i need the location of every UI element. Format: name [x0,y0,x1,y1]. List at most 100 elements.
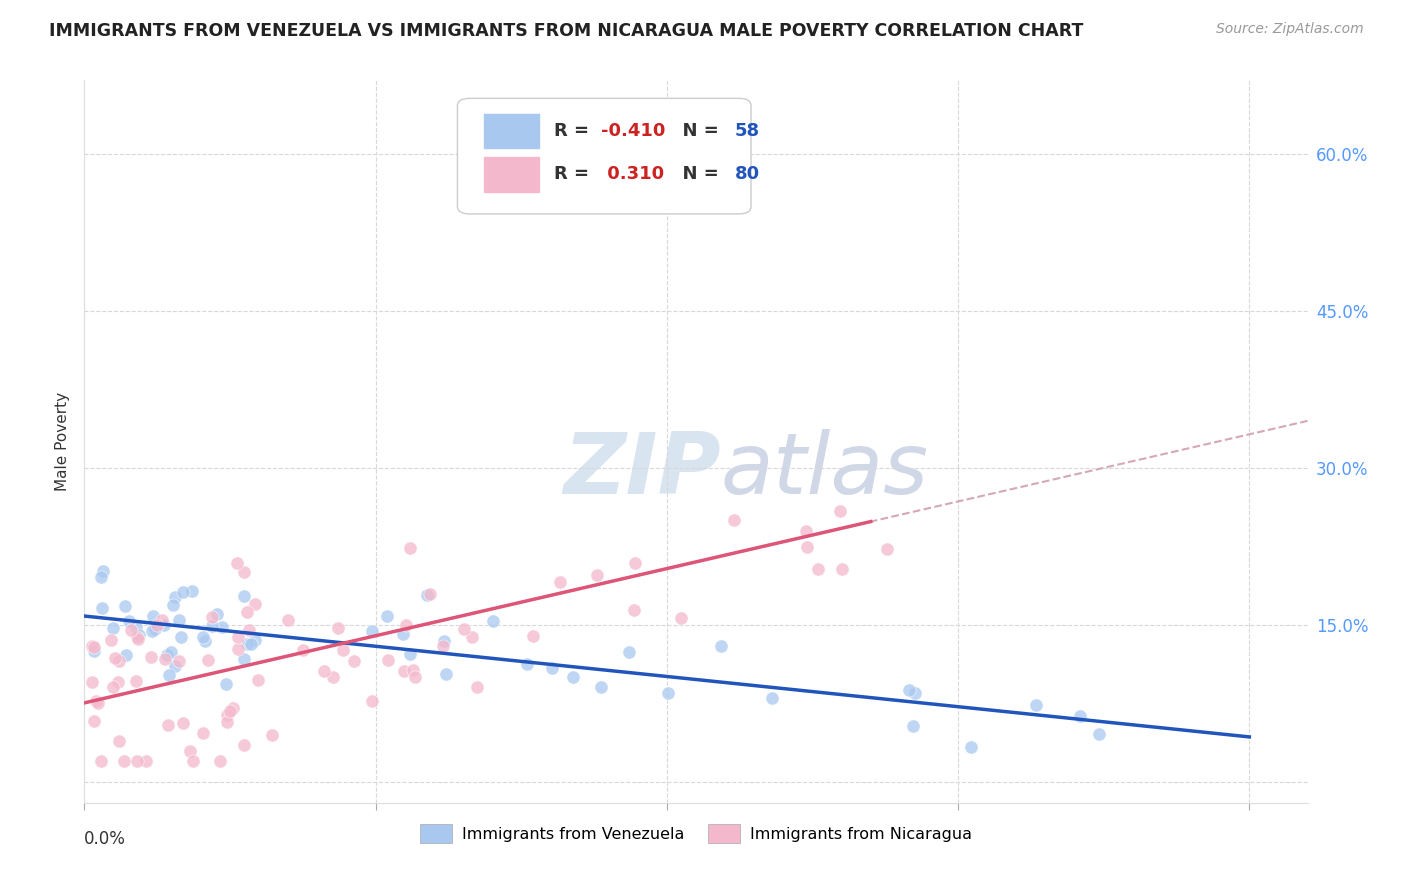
Point [142,608,165,623]
Point [375,609,398,624]
Point [226,641,249,656]
Text: 0.310: 0.310 [600,165,664,183]
Y-axis label: Male Poverty: Male Poverty [55,392,70,491]
Point [80,675,103,690]
Text: Source: ZipAtlas.com: Source: ZipAtlas.com [1216,22,1364,37]
Point [623,602,645,616]
Point [87,696,110,710]
Point [205,607,228,621]
Text: 80: 80 [735,165,761,183]
Text: N =: N = [671,165,725,183]
Point [180,584,202,599]
Text: 0.0%: 0.0% [84,830,127,848]
Point [197,653,219,667]
Point [167,654,190,668]
Point [657,686,679,700]
Point [193,630,215,644]
Point [245,633,267,648]
Text: atlas: atlas [720,429,928,512]
Point [128,628,150,642]
Text: N =: N = [671,122,725,140]
Point [1087,727,1109,741]
Point [222,701,245,715]
Point [125,754,148,768]
Point [548,574,571,589]
Point [153,651,176,665]
Point [83,640,105,655]
Point [172,584,194,599]
Text: R =: R = [554,122,595,140]
Point [232,589,254,603]
Point [453,622,475,636]
Point [194,634,217,648]
Point [624,556,647,570]
Point [612,194,634,208]
Point [360,624,382,638]
Point [181,754,204,768]
Point [398,541,420,556]
Point [153,618,176,632]
Point [127,632,149,646]
Point [225,556,247,570]
Point [392,664,415,678]
Bar [484,157,540,192]
Point [201,619,224,633]
Point [135,754,157,768]
Point [232,652,254,666]
Point [107,733,129,747]
Point [589,680,612,694]
Point [522,629,544,643]
Point [100,633,122,648]
Point [901,718,924,732]
Point [238,623,260,637]
Point [377,653,399,667]
Text: R =: R = [554,165,595,183]
Bar [484,113,540,148]
Point [163,659,186,673]
Point [143,622,166,636]
Point [83,714,105,729]
Point [157,667,180,681]
Point [246,673,269,688]
Point [101,621,124,635]
Point [831,561,853,575]
Point [432,639,454,653]
Point [118,614,141,628]
Point [91,565,114,579]
Point [326,621,349,635]
Point [150,613,173,627]
Point [796,541,818,555]
Point [710,639,733,653]
Point [170,631,193,645]
Point [433,634,456,648]
Point [239,637,262,651]
Point [830,504,852,518]
Point [236,637,259,651]
Point [332,642,354,657]
Point [141,624,163,639]
Point [617,644,640,658]
Text: IMMIGRANTS FROM VENEZUELA VS IMMIGRANTS FROM NICARAGUA MALE POVERTY CORRELATION : IMMIGRANTS FROM VENEZUELA VS IMMIGRANTS … [49,22,1084,40]
Point [90,754,112,768]
Point [146,618,169,632]
Point [404,670,426,684]
Point [322,670,344,684]
Point [215,708,238,723]
Point [211,620,233,634]
Point [243,597,266,611]
Point [260,728,283,742]
Point [465,680,488,694]
Point [201,610,224,624]
Point [125,631,148,645]
Point [156,718,179,732]
Point [114,599,136,614]
Point [107,654,129,668]
Point [172,716,194,731]
Point [314,664,336,678]
Point [232,565,254,579]
Point [416,588,439,602]
Point [541,661,564,675]
Point [141,649,163,664]
Point [1025,698,1047,713]
Point [876,541,898,556]
